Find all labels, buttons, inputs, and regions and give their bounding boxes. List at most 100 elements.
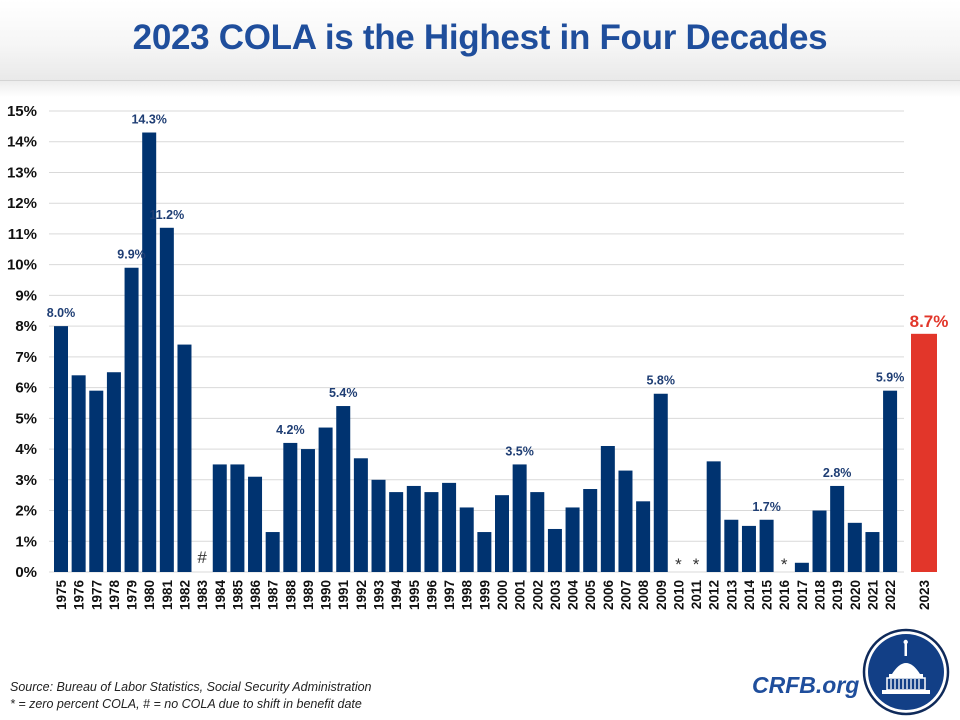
bar-2007 <box>618 470 633 572</box>
bar-2013 <box>724 519 739 572</box>
bar-1993 <box>371 479 386 572</box>
y-tick-label: 6% <box>15 380 37 397</box>
x-tick-label: 1982 <box>177 580 192 610</box>
x-tick-label: 1989 <box>301 580 316 610</box>
bar-1994 <box>389 492 404 572</box>
bar-1988 <box>283 442 298 572</box>
x-tick-label: 2020 <box>848 580 863 610</box>
bar-2023 <box>911 333 937 572</box>
bar-2005 <box>583 489 598 572</box>
x-tick-label: 2004 <box>566 580 581 611</box>
x-tick-label: 2010 <box>671 580 686 610</box>
x-tick-label: 2003 <box>548 580 563 611</box>
x-tick-label: 2014 <box>742 580 757 611</box>
x-tick-label: 2021 <box>865 580 880 611</box>
bar-1989 <box>300 449 315 572</box>
y-tick-label: 7% <box>15 349 37 366</box>
bar-1978 <box>106 372 121 572</box>
x-tick-label: 1975 <box>54 580 69 611</box>
bar-1979 <box>124 267 139 572</box>
x-tick-label: 2022 <box>883 580 898 610</box>
x-tick-label: 2000 <box>495 580 510 610</box>
y-tick-label: 13% <box>7 164 37 181</box>
bar-2021 <box>865 532 880 572</box>
bar-2000 <box>495 495 509 572</box>
x-tick-label: 2012 <box>707 580 722 610</box>
x-tick-label: 2005 <box>583 580 598 611</box>
y-tick-label: 3% <box>15 472 37 489</box>
x-tick-label: 1985 <box>230 580 245 611</box>
bar-1992 <box>353 458 368 572</box>
bar-2009 <box>653 393 668 572</box>
x-tick-label: 2011 <box>689 580 704 610</box>
bar-1998 <box>459 507 474 572</box>
data-label-1988: 4.2% <box>276 423 305 437</box>
x-tick-label: 1990 <box>319 580 334 610</box>
x-tick-label: 2006 <box>601 580 616 611</box>
bar-1991 <box>336 406 351 572</box>
x-tick-label: 1981 <box>160 580 175 611</box>
bar-2020 <box>847 522 862 572</box>
data-label-1981: 11.2% <box>149 208 184 222</box>
x-tick-label: 2016 <box>777 580 792 611</box>
bar-1984 <box>212 464 227 572</box>
bar-1999 <box>477 532 492 572</box>
data-label-2023: 8.7% <box>910 312 949 331</box>
x-tick-label: 1995 <box>407 580 422 611</box>
bar-2004 <box>565 507 580 572</box>
bar-2017 <box>794 562 809 572</box>
x-tick-label: 1997 <box>442 580 457 610</box>
bar-1995 <box>406 485 421 572</box>
source-note: Source: Bureau of Labor Statistics, Soci… <box>10 680 372 694</box>
y-tick-label: 1% <box>15 533 37 550</box>
bar-1981 <box>159 227 174 572</box>
crfb-capitol-logo-icon <box>862 628 950 716</box>
chart-title: 2023 COLA is the Highest in Four Decades <box>132 18 828 57</box>
bar-2012 <box>706 461 721 572</box>
brand-link[interactable]: CRFB.org <box>752 672 860 698</box>
x-tick-label: 1979 <box>125 580 140 610</box>
y-tick-label: 15% <box>7 103 37 120</box>
data-label-2009: 5.8% <box>647 374 676 388</box>
bar-1986 <box>248 476 263 572</box>
bar-1997 <box>442 482 457 572</box>
bar-1985 <box>230 464 245 572</box>
symbol-legend-note: * = zero percent COLA, # = no COLA due t… <box>10 697 362 711</box>
bar-2006 <box>600 445 615 572</box>
bar-2002 <box>530 492 545 572</box>
y-tick-label: 11% <box>8 226 37 243</box>
y-tick-label: 2% <box>15 503 37 520</box>
x-tick-label: 2018 <box>813 580 828 611</box>
x-tick-label: 1987 <box>266 580 281 610</box>
bar-2018 <box>812 510 827 572</box>
x-tick-label: 1978 <box>107 580 122 611</box>
x-tick-label: 1996 <box>424 580 439 611</box>
x-tick-label: 2013 <box>724 580 739 611</box>
y-tick-label: 9% <box>15 287 37 304</box>
marker-2011: * <box>693 555 700 574</box>
x-tick-label: 2002 <box>530 580 545 610</box>
x-tick-label: 1984 <box>213 580 228 611</box>
banner-shadow <box>0 81 960 97</box>
x-tick-label: 2009 <box>654 580 669 610</box>
x-tick-label: 1977 <box>89 580 104 610</box>
x-tick-label: 1988 <box>283 580 298 611</box>
gridlines <box>49 110 904 573</box>
x-tick-label: 2017 <box>795 580 810 610</box>
x-tick-label: 1976 <box>72 580 87 611</box>
y-tick-label: 4% <box>15 441 37 458</box>
y-tick-label: 5% <box>15 410 37 427</box>
bar-1977 <box>89 390 104 572</box>
y-tick-label: 14% <box>7 134 37 151</box>
bar-2001 <box>512 464 527 572</box>
x-tick-label: 1998 <box>460 580 475 611</box>
bar-2019 <box>830 485 845 572</box>
x-tick-label: 1994 <box>389 580 404 611</box>
x-axis: 1975 1976 1977 1978 1979 1980 1981 1982 1983 1984… <box>54 580 932 611</box>
bar-2022 <box>883 390 898 572</box>
data-label-2022: 5.9% <box>876 371 905 385</box>
bar-1982 <box>177 344 192 572</box>
y-tick-label: 8% <box>15 318 37 335</box>
data-label-1979: 9.9% <box>117 248 146 262</box>
